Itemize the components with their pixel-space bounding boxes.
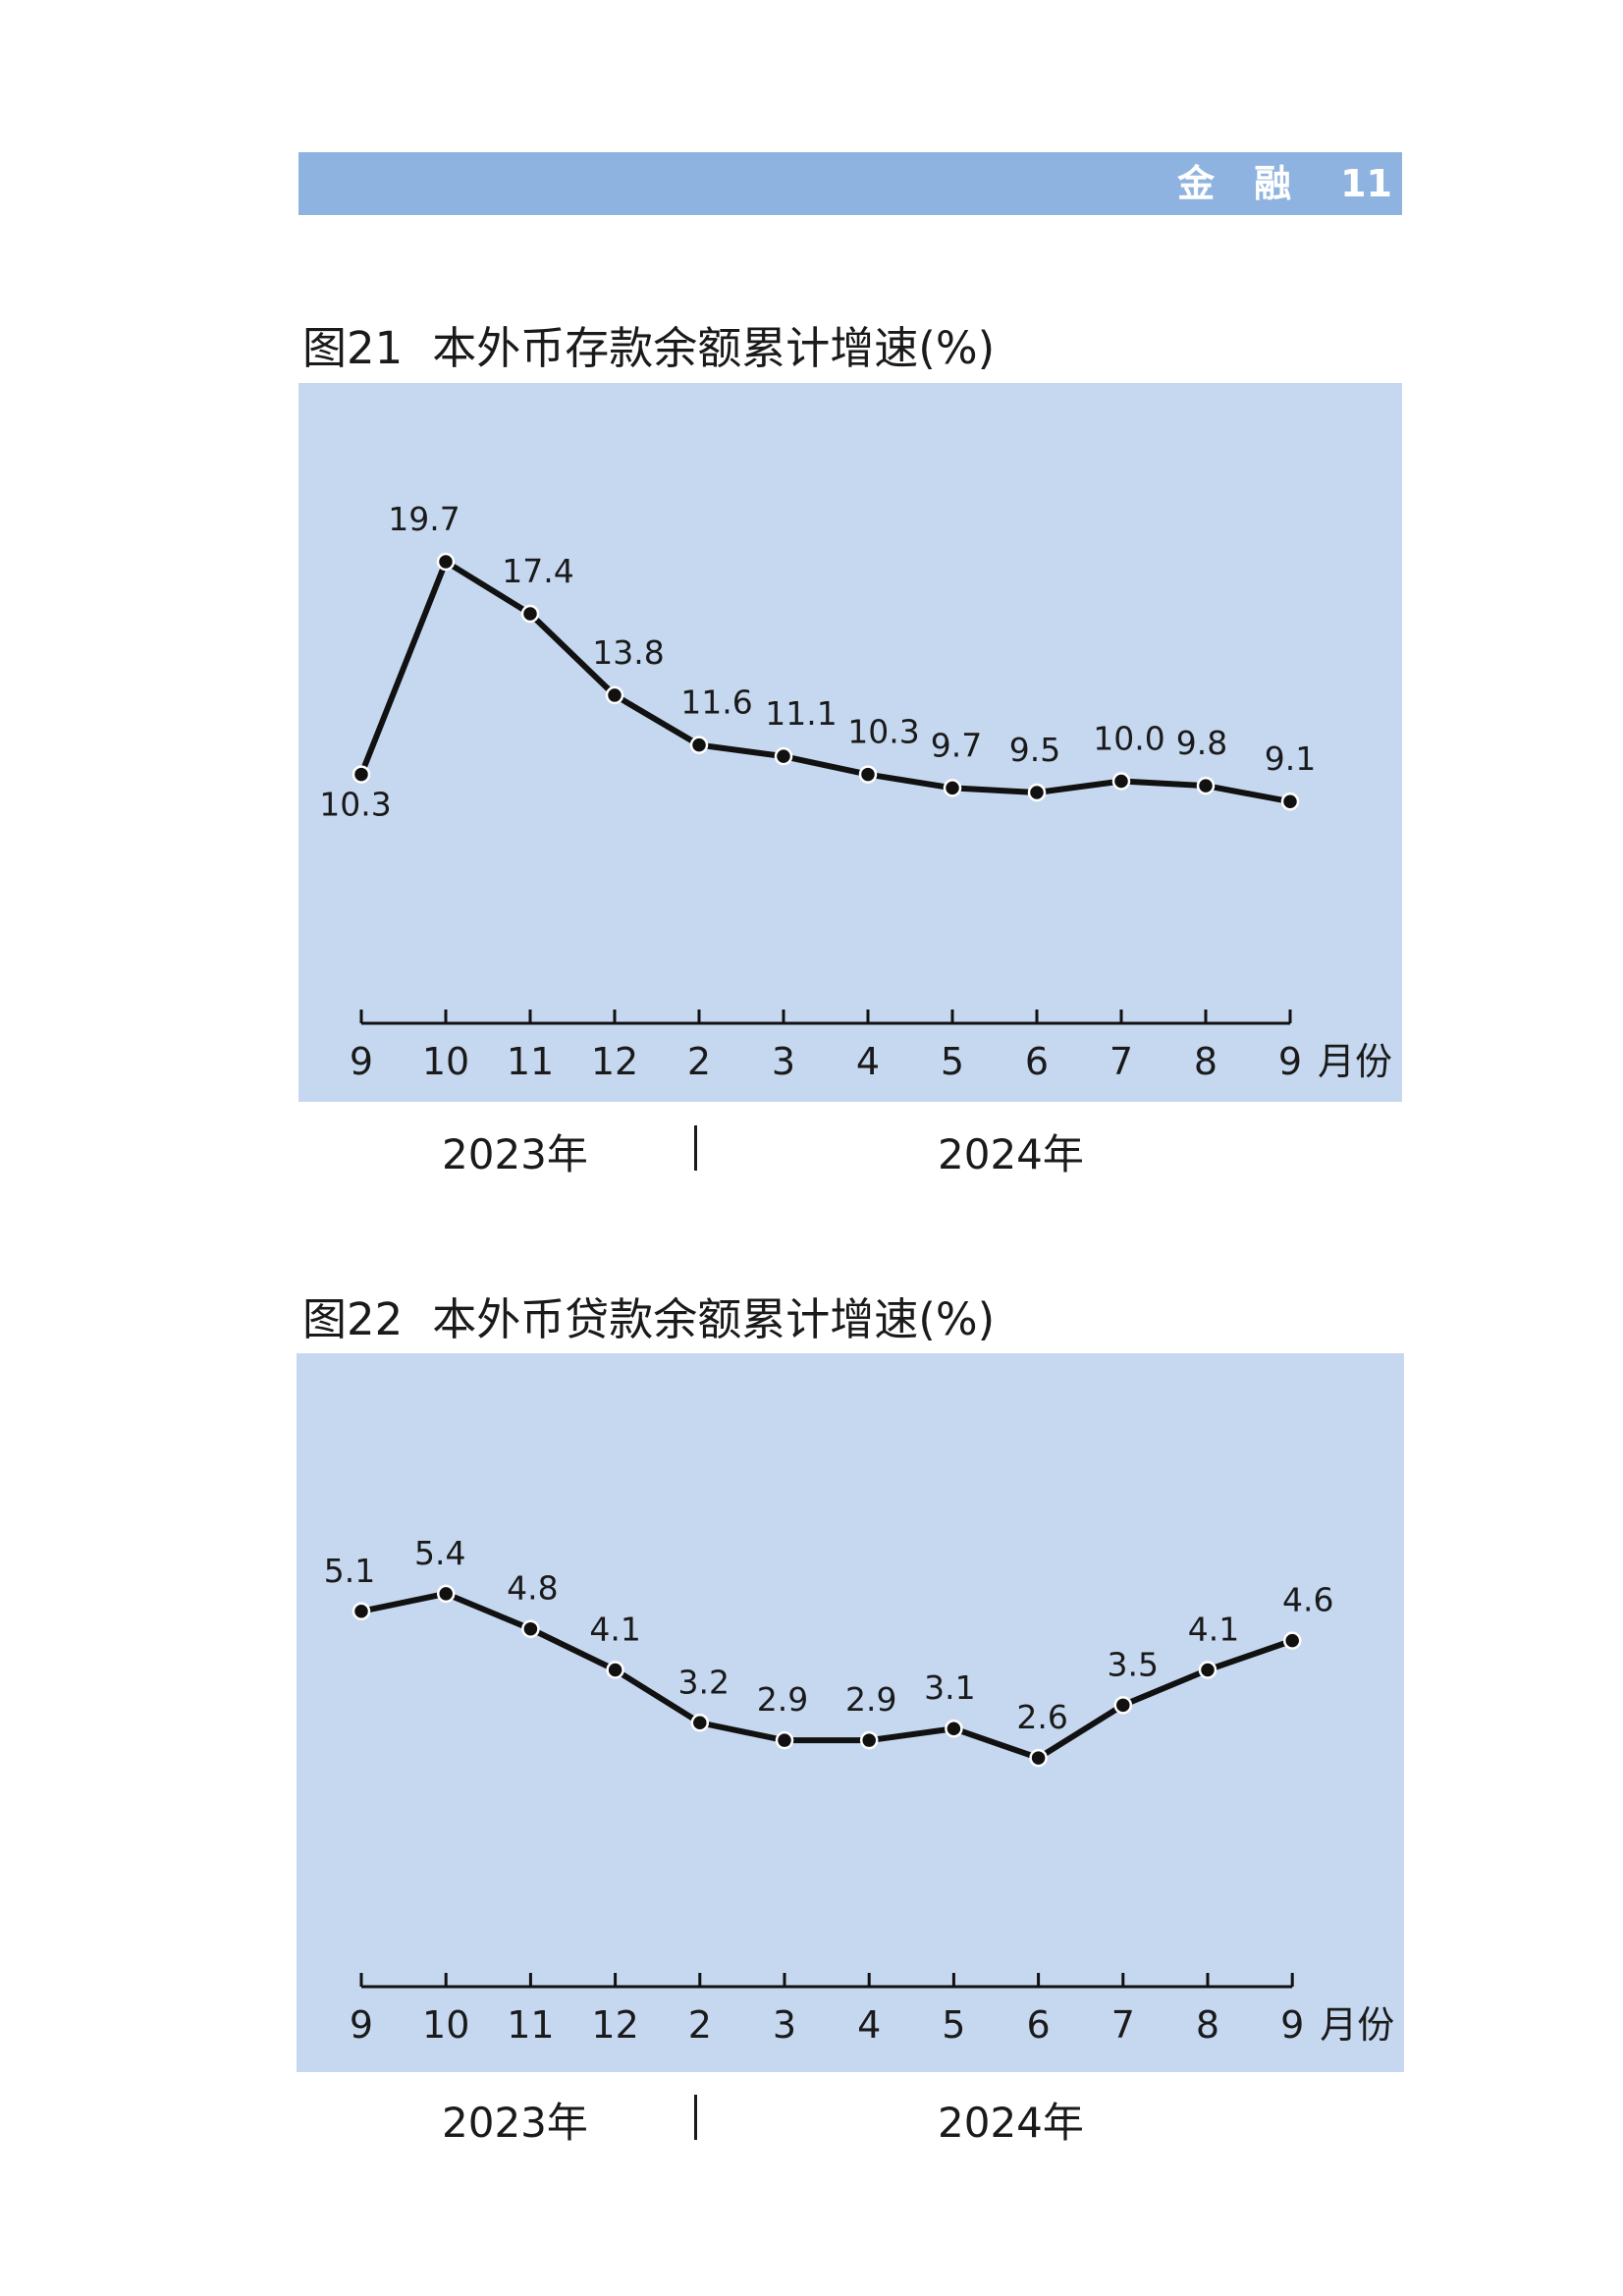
- data-point: [689, 736, 709, 754]
- x-axis-unit: 月份: [1318, 1040, 1392, 1083]
- series-line: [358, 559, 1291, 805]
- chart-21-panel: 9 10 11 12 2 3 4 5 6 7 8 9 月份 10.3 19.7 17.4 13.8 11.6 11.…: [298, 383, 1402, 1102]
- chart-22-svg: 9 10 11 12 2 3 4 5 6 7 8 9 月份 5.1 5.4 4.8 4.1 3.2 2.9 2.9 3.…: [324, 1534, 1394, 2047]
- x-tick-label: 2: [687, 1040, 711, 1083]
- data-point: [1113, 1696, 1133, 1715]
- x-tick-label: 6: [1027, 2003, 1051, 2047]
- x-tick-label: 10: [422, 1040, 469, 1083]
- x-tick-label: 9: [350, 1040, 373, 1083]
- x-tick-label: 5: [942, 2003, 965, 2047]
- chart-22-year-2023: 2023年: [442, 2099, 588, 2147]
- data-label: 19.7: [388, 500, 460, 538]
- x-tick-label: 11: [507, 2003, 554, 2047]
- data-label: 10.3: [319, 786, 391, 824]
- data-point: [858, 765, 878, 784]
- data-label: 9.1: [1265, 739, 1316, 778]
- data-label: 11.6: [680, 683, 752, 722]
- figure-22-number: 图22: [302, 1293, 404, 1345]
- data-label: 10.3: [847, 713, 919, 751]
- data-label: 4.1: [1188, 1611, 1239, 1649]
- data-label: 4.6: [1282, 1581, 1333, 1619]
- data-point: [945, 1719, 963, 1738]
- data-point: [605, 685, 624, 705]
- series-line: [360, 1590, 1294, 1762]
- data-label: 2.9: [757, 1680, 808, 1719]
- data-label: 13.8: [592, 633, 664, 672]
- data-point: [606, 1661, 624, 1679]
- page-number: 11: [1340, 162, 1392, 205]
- data-label: 4.8: [507, 1569, 558, 1608]
- chart-22-year-2024: 2024年: [938, 2099, 1084, 2147]
- data-label: 3.5: [1108, 1645, 1159, 1683]
- chart-21-year-2023: 2023年: [442, 1130, 588, 1178]
- x-tick-label: 3: [772, 1040, 795, 1083]
- x-tick-label: 3: [773, 2003, 796, 2047]
- x-tick-label: 7: [1109, 1040, 1133, 1083]
- data-point: [774, 746, 793, 766]
- data-point: [775, 1730, 794, 1750]
- data-point: [1196, 776, 1216, 795]
- data-label: 3.1: [924, 1668, 975, 1707]
- header-text: 金融 11: [1177, 152, 1392, 215]
- figure-21-number: 图21: [302, 322, 404, 374]
- x-axis-unit: 月份: [1320, 2003, 1394, 2047]
- data-point: [1111, 772, 1131, 791]
- x-tick-label: 9: [1278, 1040, 1302, 1083]
- x-tick-label: 9: [1280, 2003, 1304, 2047]
- x-tick-label: 12: [591, 1040, 638, 1083]
- chart-21-svg: 9 10 11 12 2 3 4 5 6 7 8 9 月份 10.3 19.7 17.4 13.8 11.6 11.…: [319, 500, 1392, 1083]
- data-point: [1198, 1661, 1217, 1679]
- data-point: [520, 604, 540, 624]
- x-tick-label: 7: [1111, 2003, 1135, 2047]
- figure-22-title: 图22 本外币贷款余额累计增速(%): [302, 1284, 995, 1347]
- data-point: [1027, 783, 1047, 802]
- data-point: [859, 1730, 879, 1750]
- x-tick-label: 2: [688, 2003, 712, 2047]
- data-point: [352, 1602, 371, 1621]
- header-section: 金融: [1177, 162, 1331, 205]
- data-point: [1029, 1748, 1048, 1768]
- chart-21-year-2024: 2024年: [938, 1130, 1084, 1178]
- data-label: 11.1: [765, 694, 837, 733]
- figure-21-title: 图21 本外币存款余额累计增速(%): [302, 312, 995, 376]
- data-label: 2.6: [1016, 1698, 1067, 1736]
- data-label: 9.5: [1009, 731, 1060, 769]
- x-tick-label: 6: [1025, 1040, 1049, 1083]
- data-label: 9.8: [1176, 724, 1227, 762]
- data-point: [352, 765, 371, 784]
- chart-22-year-divider: [694, 2095, 697, 2140]
- data-point: [521, 1619, 540, 1638]
- x-tick-label: 8: [1194, 1040, 1217, 1083]
- figure-21-caption: 本外币存款余额累计增速(%): [432, 322, 996, 374]
- data-label: 5.4: [414, 1534, 465, 1572]
- x-tick-label: 8: [1196, 2003, 1219, 2047]
- header-bar: 金融 11: [298, 152, 1402, 215]
- data-label: 10.0: [1093, 719, 1164, 757]
- data-label: 2.9: [845, 1680, 896, 1719]
- data-label: 4.1: [589, 1611, 640, 1649]
- data-label: 5.1: [324, 1552, 375, 1590]
- data-point: [436, 552, 456, 572]
- data-point: [690, 1714, 710, 1732]
- chart-22-panel: 9 10 11 12 2 3 4 5 6 7 8 9 月份 5.1 5.4 4.8 4.1 3.2 2.9 2.9 3.…: [297, 1353, 1404, 2072]
- data-label: 9.7: [931, 726, 982, 764]
- figure-22-caption: 本外币贷款余额累计增速(%): [432, 1293, 996, 1345]
- x-tick-label: 12: [591, 2003, 638, 2047]
- data-point: [1282, 1631, 1302, 1650]
- data-point: [1280, 792, 1300, 811]
- data-label: 17.4: [502, 552, 573, 590]
- data-point: [436, 1584, 456, 1604]
- data-point: [943, 779, 962, 797]
- x-tick-label: 4: [857, 2003, 881, 2047]
- data-label: 3.2: [678, 1663, 730, 1701]
- x-tick-label: 11: [507, 1040, 554, 1083]
- x-tick-label: 4: [856, 1040, 880, 1083]
- x-tick-label: 10: [422, 2003, 469, 2047]
- x-tick-label: 9: [350, 2003, 373, 2047]
- x-tick-label: 5: [941, 1040, 964, 1083]
- chart-21-year-divider: [694, 1125, 697, 1171]
